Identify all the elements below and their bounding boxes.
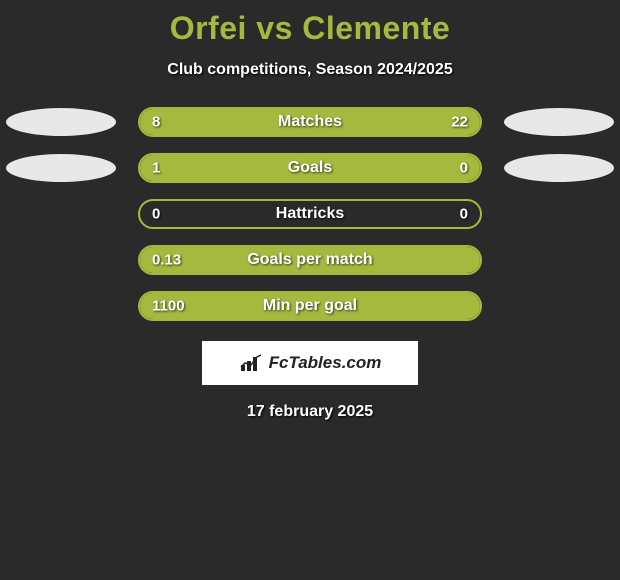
stat-left-value: 0 [152,206,160,223]
chart-icon [239,353,263,373]
stat-bar: 1100 Min per goal [138,291,482,321]
bar-right-fill [398,155,480,181]
stat-bar: 1 Goals 0 [138,153,482,183]
bar-right-fill [232,109,480,135]
stat-row-goals: 1 Goals 0 [0,153,620,183]
stat-row-goals-per-match: 0.13 Goals per match [0,245,620,275]
logo-box: FcTables.com [202,341,418,385]
page-title: Orfei vs Clemente [0,0,620,47]
subtitle: Club competitions, Season 2024/2025 [0,61,620,79]
stats-area: 8 Matches 22 1 Goals 0 0 Hattricks [0,107,620,321]
bar-left-fill [140,155,398,181]
stat-bar: 8 Matches 22 [138,107,482,137]
stat-row-matches: 8 Matches 22 [0,107,620,137]
bar-full-fill [140,247,480,273]
logo-text: FcTables.com [269,353,382,373]
stat-right-value: 0 [460,206,468,223]
stat-row-hattricks: 0 Hattricks 0 [0,199,620,229]
stat-row-min-per-goal: 1100 Min per goal [0,291,620,321]
player-left-marker [6,108,116,136]
bar-full-fill [140,293,480,319]
player-right-marker [504,108,614,136]
stat-label: Hattricks [276,205,344,223]
stat-bar: 0.13 Goals per match [138,245,482,275]
player-left-marker [6,154,116,182]
bar-left-fill [140,109,232,135]
stat-bar: 0 Hattricks 0 [138,199,482,229]
player-right-marker [504,154,614,182]
date-label: 17 february 2025 [0,403,620,421]
